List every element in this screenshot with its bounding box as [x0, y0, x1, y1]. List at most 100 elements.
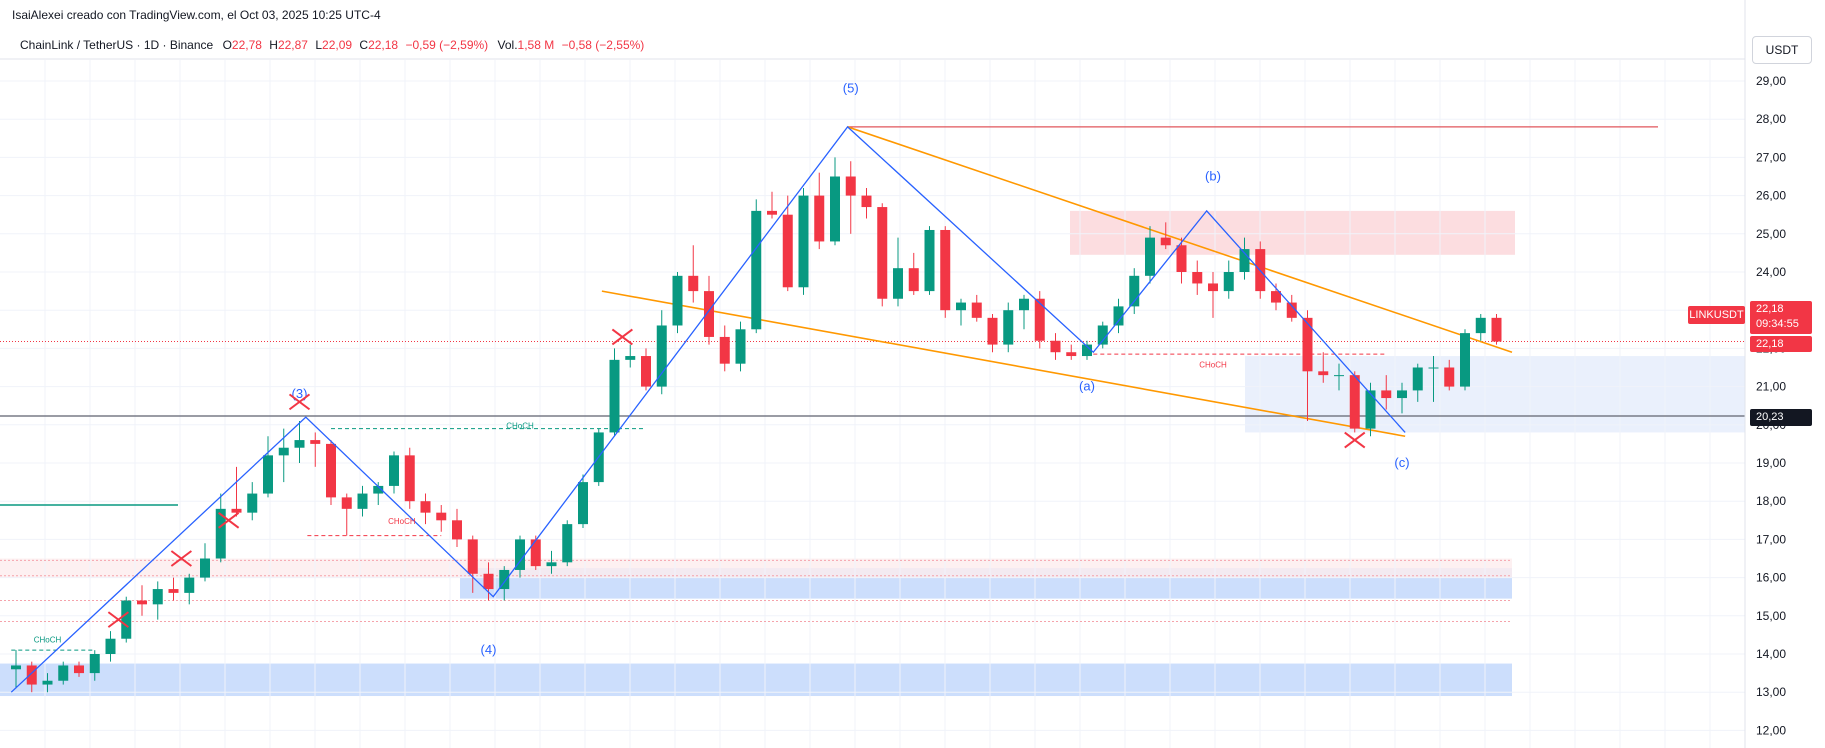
- candle-up: [1082, 344, 1092, 357]
- candle-down: [782, 214, 793, 288]
- candle-down: [231, 508, 242, 513]
- candle-up: [672, 275, 683, 326]
- candle-up: [200, 558, 210, 578]
- candle-up: [735, 329, 746, 364]
- price-tick-label: 18,00: [1756, 494, 1786, 508]
- candle-up: [1365, 390, 1376, 429]
- ticker-tag: LINKUSDT: [1688, 306, 1745, 324]
- candle-down: [688, 275, 699, 292]
- candle-down: [26, 665, 37, 685]
- chart-annotation: CHoCH: [506, 422, 534, 431]
- candle-up: [184, 577, 195, 593]
- symbol-name[interactable]: ChainLink / TetherUS · 1D · Binance: [20, 38, 214, 52]
- candle-down: [137, 600, 147, 605]
- candle-up: [798, 195, 809, 288]
- demand-zone-upper: [1245, 356, 1745, 433]
- candle-up: [924, 229, 935, 292]
- candle-down: [908, 268, 919, 292]
- candle-down: [1192, 272, 1203, 284]
- wave-label: (c): [1394, 455, 1409, 470]
- candle-down: [310, 440, 321, 444]
- last-price-tag-secondary: 22,18: [1750, 336, 1812, 352]
- candle-up: [11, 665, 21, 670]
- candle-down: [404, 455, 415, 502]
- candle-up: [89, 654, 100, 674]
- x-mark-icon: [170, 550, 192, 567]
- candle-up: [357, 493, 368, 509]
- candle-up: [105, 638, 116, 654]
- x-mark-stroke: [611, 328, 633, 346]
- price-tick-label: 15,00: [1756, 609, 1786, 623]
- wave-label: (b): [1205, 168, 1221, 183]
- candle-up: [1003, 310, 1014, 345]
- candle-up: [1334, 375, 1344, 377]
- candle-down: [940, 229, 951, 311]
- candle-down: [341, 497, 352, 509]
- candle-up: [1145, 237, 1155, 276]
- chart-annotation: CHoCH: [34, 636, 62, 645]
- countdown-value: 09:34:55: [1756, 318, 1799, 330]
- price-tick-label: 17,00: [1756, 532, 1786, 546]
- x-mark-stroke: [170, 550, 192, 567]
- x-mark-stroke: [1344, 431, 1366, 449]
- zones-layer: [0, 210, 1745, 697]
- symbol-legend: ChainLink / TetherUS · 1D · Binance O22,…: [20, 38, 644, 52]
- candle-down: [814, 195, 825, 242]
- candle-up: [1223, 272, 1234, 292]
- candle-down: [420, 501, 431, 513]
- candle-up: [1239, 249, 1250, 272]
- chart-annotation: CHoCH: [388, 517, 416, 526]
- candle-down: [1208, 283, 1218, 292]
- candle-down: [1444, 367, 1455, 387]
- currency-button[interactable]: USDT: [1752, 36, 1812, 64]
- wave-label: (5): [843, 80, 859, 95]
- price-change: −0,59 (−2,59%): [405, 38, 489, 52]
- price-tick-label: 24,00: [1756, 265, 1786, 279]
- wave-label: (3): [292, 386, 308, 401]
- candle-down: [704, 291, 714, 337]
- level-price-tag: 20,23: [1750, 409, 1812, 426]
- price-axis: 12,00 13,00 14,00 15,00 16,00 17,00 18,00 19,00…: [0, 0, 1786, 748]
- price-tick-label: 16,00: [1756, 571, 1786, 585]
- open-label: O: [222, 38, 232, 52]
- close-value: 22,18: [368, 38, 399, 52]
- price-tick-label: 28,00: [1756, 112, 1786, 126]
- price-tick-label: 14,00: [1756, 647, 1786, 661]
- supply-band-low: [0, 558, 1512, 578]
- candle-up: [1129, 275, 1140, 307]
- x-mark-icon: [1344, 431, 1366, 449]
- x-mark-icon: [288, 393, 311, 411]
- x-mark-icon: [218, 511, 240, 529]
- channel-upper-line: [847, 126, 1513, 353]
- candle-up: [278, 447, 289, 456]
- candle-up: [263, 455, 273, 494]
- chart-annotation: CHoCH: [1199, 361, 1227, 370]
- candle-down: [1176, 245, 1187, 272]
- price-tick-label: 27,00: [1756, 150, 1786, 164]
- price-tick-label: 12,00: [1756, 723, 1786, 737]
- candle-down: [1271, 291, 1281, 303]
- candle-up: [578, 482, 588, 525]
- candle-up: [1113, 306, 1124, 326]
- candle-down: [1034, 298, 1045, 341]
- wave-label: (a): [1079, 378, 1095, 393]
- candle-down: [719, 336, 730, 364]
- candle-down: [467, 539, 478, 574]
- overlay-layer: (3)(4)(5)(a)(b)(c)CHoCHCHoCHCHoCHCHoCHWe…: [10, 80, 1410, 693]
- low-value: 22,09: [322, 38, 353, 52]
- low-label: L: [315, 38, 323, 52]
- candle-down: [877, 207, 888, 299]
- candle-up: [1428, 367, 1439, 369]
- open-value: 22,78: [231, 38, 262, 52]
- x-mark-icon: [107, 611, 129, 628]
- candle-up: [121, 600, 132, 639]
- candle-down: [845, 176, 856, 196]
- high-label: H: [269, 38, 278, 52]
- candle-down: [641, 356, 651, 387]
- volume-label: Vol.: [497, 38, 518, 52]
- watermark-text: IsaiAlexei creado con TradingView.com, e…: [12, 8, 381, 22]
- candle-down: [1286, 302, 1297, 318]
- candle-down: [1160, 237, 1171, 246]
